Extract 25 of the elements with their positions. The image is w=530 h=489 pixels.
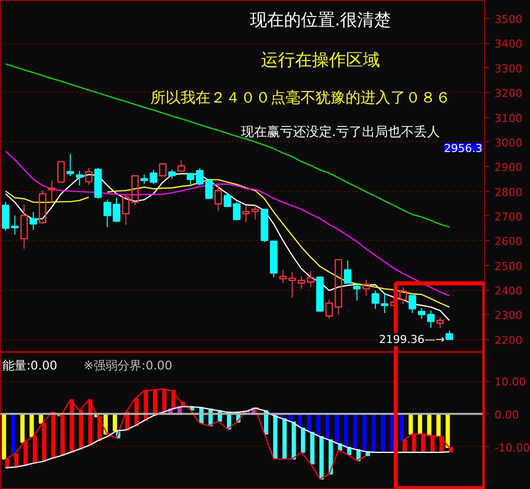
annotation: 能量:0.00 (2, 358, 58, 372)
text: 现在的位置.很清楚 (250, 10, 392, 30)
annotation: 所以我在２４００点毫不犹豫的进入了０８６ (150, 88, 450, 106)
y-tick-label: 0.00 (494, 408, 519, 422)
y-tick-label: 3100 (494, 112, 522, 125)
y-tick-label: 10.00 (494, 376, 526, 389)
y-tick-label: 3200 (494, 87, 522, 100)
y-tick-label: 3300 (494, 62, 522, 76)
y-tick-label: 2600 (494, 235, 522, 248)
y-tick-label: 2900 (494, 161, 522, 174)
y-tick-label: 2200 (494, 334, 522, 347)
annotation: 运行在操作区域 (261, 50, 380, 70)
y-tick-label: 2700 (494, 210, 522, 224)
y-tick-label: 3000 (494, 136, 522, 150)
y-tick-label: 2500 (494, 260, 522, 273)
y-tick-label: 2300 (494, 309, 522, 322)
annotation: 2199.36—→ (379, 333, 445, 346)
y-tick-label: 3400 (494, 38, 522, 51)
y-tick-label: -10.00 (494, 441, 530, 454)
annotation: 现在赢亏还没定.亏了出局也不丢人 (240, 125, 440, 140)
annotation: 2956.3 (444, 142, 483, 155)
y-tick-label: 3500 (494, 13, 522, 26)
y-tick-label: 2800 (494, 186, 522, 199)
y-tick-label: 2400 (494, 284, 522, 298)
annotation: ※强弱分界:0.00 (84, 358, 172, 372)
